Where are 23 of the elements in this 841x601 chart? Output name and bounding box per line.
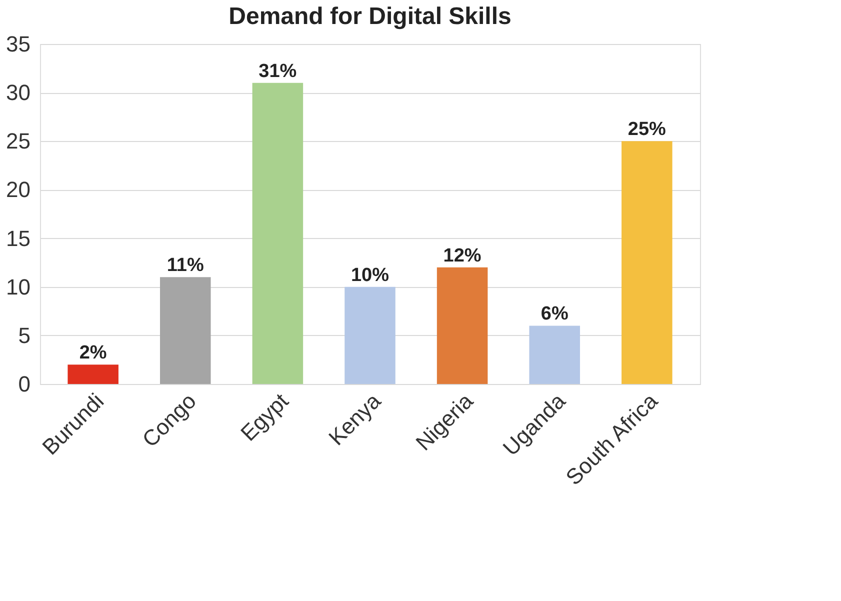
bar [622,141,672,384]
bar [529,326,580,384]
chart-title: Demand for Digital Skills [228,3,512,30]
data-label: 11% [166,255,204,276]
bar [344,286,396,384]
data-label: 31% [258,60,297,82]
data-label: 25% [628,119,666,140]
y-tick-label: 15 [6,226,30,251]
bar [68,364,118,384]
y-tick-label: 25 [6,128,30,154]
y-tick-label: 0 [18,372,30,396]
y-tick-label: 20 [6,177,30,202]
data-label: 6% [540,304,568,325]
bar [252,82,304,384]
data-label: 10% [350,264,390,286]
y-tick-label: 10 [6,274,30,300]
y-tick-label: 5 [18,322,30,348]
y-tick-label: 35 [6,32,30,56]
data-label: 12% [443,245,482,266]
data-label: 2% [79,342,107,364]
y-tick-label: 30 [6,80,30,106]
bar [436,267,488,384]
bar [160,277,211,384]
